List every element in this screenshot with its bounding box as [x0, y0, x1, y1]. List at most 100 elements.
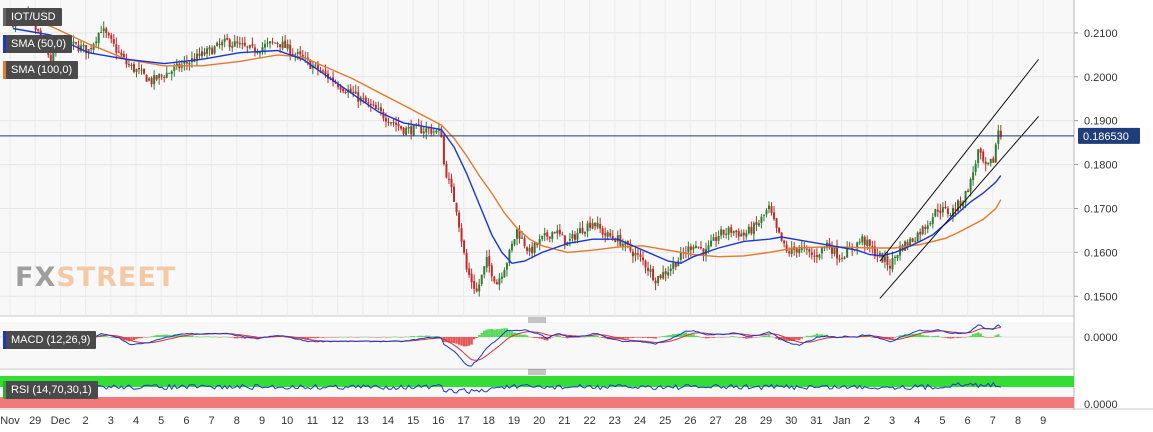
- candle-body: [868, 239, 871, 246]
- candle-body: [697, 246, 700, 248]
- macd-histogram-bar: [140, 337, 143, 339]
- fxstreet-logo: FXSTREET: [15, 262, 177, 293]
- macd-histogram-bar: [530, 337, 534, 338]
- macd-panel: 0.0000: [0, 324, 1118, 367]
- rsi-panel: 0.0000: [0, 376, 1118, 411]
- macd-histogram-bar: [102, 335, 105, 337]
- x-tick-label: 18: [483, 415, 495, 427]
- candle-body: [871, 246, 874, 248]
- macd-histogram-bar: [992, 337, 995, 338]
- macd-tick-label: 0.0000: [1084, 332, 1118, 344]
- candle-body: [722, 229, 725, 235]
- candle-body: [163, 76, 166, 78]
- macd-histogram-bar: [939, 336, 942, 338]
- candle-body: [873, 246, 876, 257]
- macd-histogram-bar: [309, 337, 312, 339]
- candle-body: [127, 64, 130, 66]
- macd-legend[interactable]: MACD (12,26,9): [3, 331, 97, 349]
- candle-body: [614, 239, 617, 243]
- macd-histogram-bar: [533, 337, 536, 339]
- candle-body: [538, 239, 541, 245]
- candle-body: [621, 244, 624, 246]
- x-tick-label: 4: [914, 415, 920, 427]
- sma100-legend[interactable]: SMA (100,0): [3, 61, 79, 79]
- candle-body: [916, 232, 919, 242]
- macd-histogram-bar: [757, 336, 761, 338]
- sma50-legend[interactable]: SMA (50,0): [3, 35, 73, 53]
- candle-body: [785, 244, 788, 252]
- candle-body: [266, 42, 269, 44]
- macd-histogram-bar: [959, 337, 962, 338]
- symbol-tag[interactable]: IOT/USD: [3, 8, 62, 26]
- candle-body: [211, 48, 214, 55]
- candle-body: [412, 125, 415, 136]
- macd-histogram-bar: [747, 337, 751, 339]
- candle-body: [810, 252, 813, 256]
- macd-histogram-bar: [362, 336, 365, 338]
- candle-body: [866, 239, 869, 247]
- macd-histogram-bar: [127, 337, 131, 342]
- macd-histogram-bar: [571, 337, 574, 338]
- candle-body: [442, 136, 445, 165]
- x-tick-label: 20: [533, 415, 545, 427]
- candle-body: [284, 40, 287, 48]
- macd-histogram-bar: [934, 335, 937, 337]
- macd-histogram-bar: [699, 337, 703, 338]
- candle-body: [652, 268, 655, 281]
- candle-body: [485, 257, 488, 268]
- candle-body: [634, 252, 637, 256]
- candle-body: [692, 246, 695, 250]
- x-tick-label: 4: [133, 415, 139, 427]
- macd-histogram-bar: [798, 337, 801, 341]
- candle-body: [374, 104, 377, 109]
- macd-histogram-bar: [132, 337, 136, 341]
- macd-histogram-bar: [231, 337, 234, 338]
- macd-histogram-bar: [493, 329, 496, 337]
- x-tick-label: 6: [183, 415, 189, 427]
- candle-body: [49, 54, 52, 61]
- x-tick-label: 9: [259, 415, 265, 427]
- macd-histogram-bar: [737, 337, 740, 338]
- macd-histogram-bar: [936, 335, 940, 337]
- candle-body: [256, 52, 259, 54]
- macd-histogram-bar: [392, 336, 395, 338]
- macd-histogram-bar: [989, 337, 992, 338]
- macd-histogram-bar: [752, 337, 756, 338]
- candle-body: [669, 268, 672, 272]
- candle-body: [548, 236, 551, 239]
- candle-body: [601, 228, 604, 235]
- candle-body: [357, 92, 360, 102]
- macd-histogram-bar: [150, 336, 153, 337]
- candle-body: [579, 228, 581, 234]
- macd-histogram-bar: [566, 337, 569, 339]
- candle-body: [173, 66, 176, 71]
- candle-body: [644, 260, 647, 268]
- candle-body: [730, 227, 733, 233]
- panel-resize-grips[interactable]: [528, 317, 546, 375]
- candle-body: [967, 190, 970, 193]
- candle-body: [132, 64, 135, 72]
- macd-histogram-bar: [987, 337, 990, 338]
- macd-histogram-bar: [659, 336, 662, 337]
- x-tick-label: 14: [382, 415, 394, 427]
- candle-body: [901, 245, 904, 251]
- x-tick-label: 5: [158, 415, 164, 427]
- rsi-legend[interactable]: RSI (14,70,30,1): [3, 381, 98, 399]
- macd-histogram-bar: [926, 335, 929, 337]
- candle-body: [957, 200, 959, 211]
- candle-body: [992, 158, 995, 163]
- macd-histogram-bar: [208, 336, 211, 338]
- macd-histogram-bar: [233, 337, 236, 339]
- macd-histogram-bar: [483, 330, 486, 337]
- macd-histogram-bar: [543, 337, 546, 341]
- macd-histogram-bar: [629, 337, 632, 338]
- x-tick-label: 25: [659, 415, 671, 427]
- x-tick-label: 11: [307, 415, 318, 427]
- candle-body: [422, 131, 425, 134]
- macd-histogram-bar: [878, 337, 882, 339]
- macd-histogram-bar: [815, 333, 819, 337]
- candle-body: [664, 271, 667, 275]
- macd-histogram-bar: [160, 334, 163, 337]
- candle-body: [185, 61, 188, 64]
- x-tick-label: 29: [29, 415, 41, 427]
